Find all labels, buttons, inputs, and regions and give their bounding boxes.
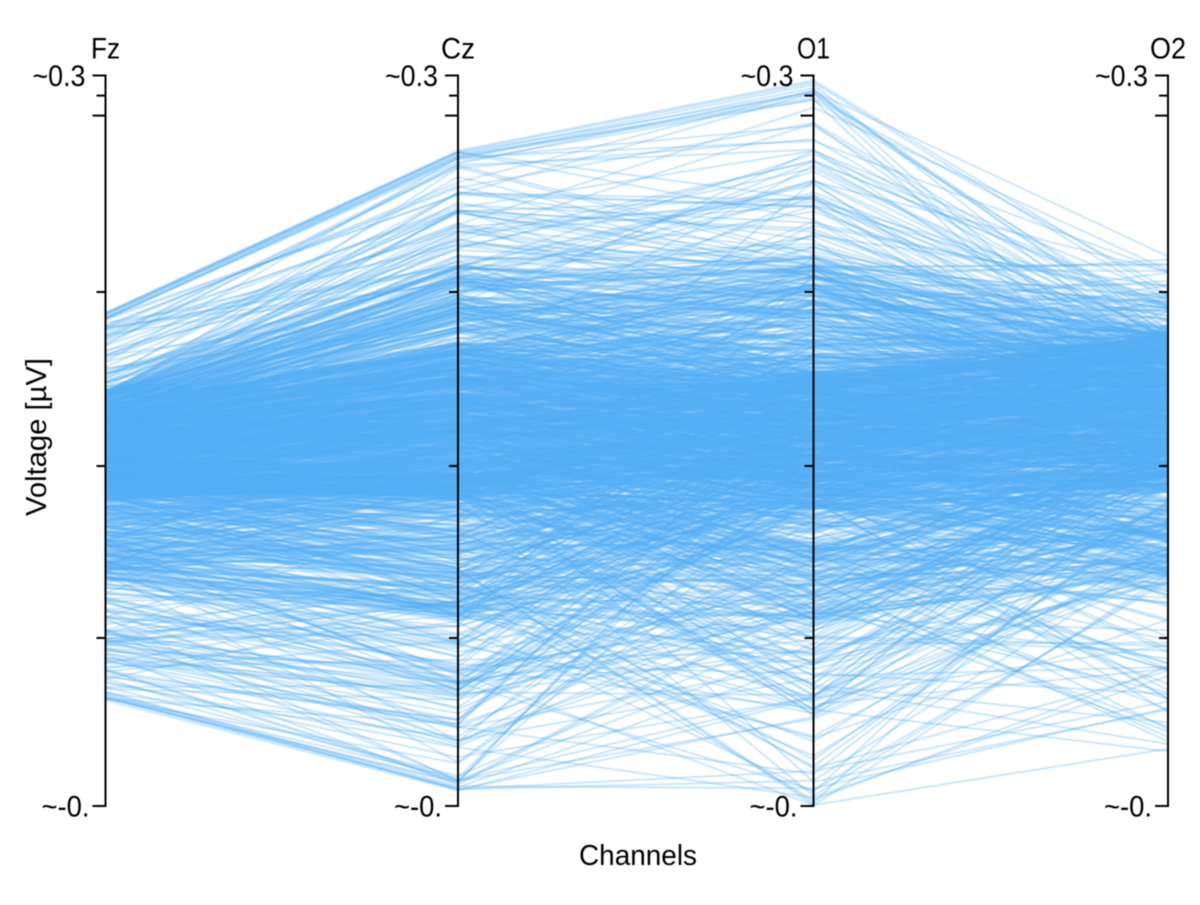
svg-text:~0.3: ~0.3	[1095, 60, 1148, 93]
svg-text:Channels: Channels	[579, 840, 697, 872]
svg-text:~-0.: ~-0.	[750, 791, 798, 824]
svg-text:~0.3: ~0.3	[385, 60, 438, 93]
svg-text:Fz: Fz	[91, 33, 120, 66]
svg-text:~0.3: ~0.3	[741, 60, 794, 93]
svg-text:~0.3: ~0.3	[33, 60, 86, 93]
svg-text:~-0.: ~-0.	[42, 791, 90, 824]
svg-text:O1: O1	[797, 33, 830, 66]
svg-text:Cz: Cz	[441, 33, 475, 66]
svg-text:O2: O2	[1150, 33, 1186, 66]
svg-text:~-0.: ~-0.	[1104, 791, 1152, 824]
svg-text:~-0.: ~-0.	[394, 791, 442, 824]
svg-text:Voltage [µV]: Voltage [µV]	[21, 358, 53, 516]
